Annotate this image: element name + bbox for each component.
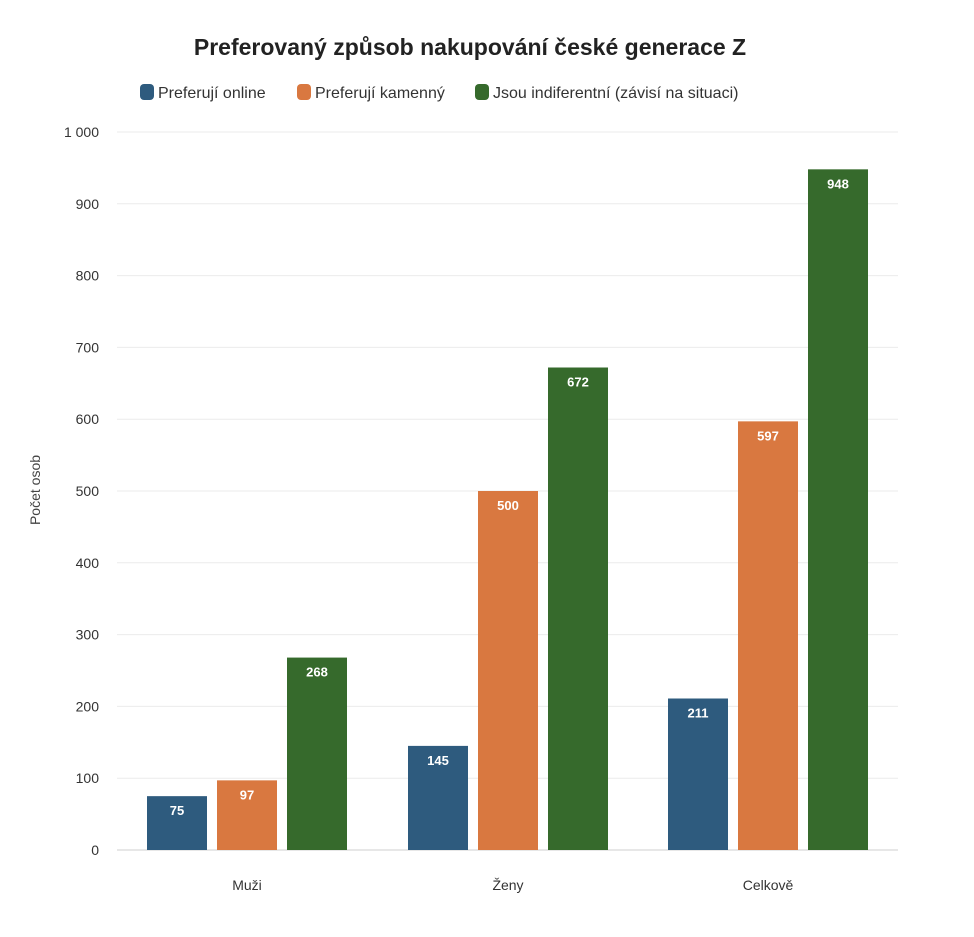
y-tick-label: 1 000	[64, 124, 99, 140]
bar-data-labels: 75 97 268 145 500 672 211 597 948	[170, 176, 849, 818]
bar	[287, 657, 347, 850]
bar	[808, 169, 868, 850]
bar-data-label: 597	[757, 428, 779, 443]
legend: Preferují online Preferují kamenný Jsou in…	[140, 84, 738, 102]
bar-data-label: 500	[497, 498, 519, 513]
bar-data-label: 97	[240, 787, 254, 802]
y-tick-label: 800	[76, 268, 100, 284]
y-tick-label: 600	[76, 411, 100, 427]
y-tick-label: 400	[76, 555, 100, 571]
legend-label: Jsou indiferentní (závisí na situaci)	[493, 85, 738, 102]
legend-swatch	[140, 84, 154, 100]
bar	[217, 780, 277, 850]
bar	[478, 491, 538, 850]
y-tick-label: 700	[76, 339, 100, 355]
y-axis-label: Počet osob	[27, 455, 43, 525]
bar-data-label: 145	[427, 753, 449, 768]
legend-label: Preferují kamenný	[315, 85, 445, 102]
legend-label: Preferují online	[158, 85, 266, 102]
legend-swatch	[475, 84, 489, 100]
y-tick-label: 500	[76, 483, 100, 499]
x-tick-label: Muži	[232, 877, 262, 893]
legend-item[interactable]: Preferují online	[140, 84, 266, 102]
y-tick-label: 0	[91, 842, 99, 858]
legend-item[interactable]: Preferují kamenný	[297, 84, 445, 102]
x-axis-ticks: Muži Ženy Celkově	[232, 877, 793, 893]
bar-data-label: 75	[170, 803, 184, 818]
legend-item[interactable]: Jsou indiferentní (závisí na situaci)	[475, 84, 738, 102]
bar	[408, 745, 468, 850]
bar-data-label: 672	[567, 375, 589, 390]
chart-title: Preferovaný způsob nakupování české gene…	[194, 34, 746, 60]
legend-swatch	[297, 84, 311, 100]
bar-data-label: 948	[827, 176, 849, 191]
bar	[548, 367, 608, 850]
x-tick-label: Ženy	[492, 877, 523, 893]
bar	[668, 698, 728, 850]
y-tick-label: 200	[76, 698, 100, 714]
y-tick-label: 300	[76, 627, 100, 643]
bar-data-label: 268	[306, 665, 328, 680]
bar-data-label: 211	[688, 706, 709, 721]
x-tick-label: Celkově	[743, 877, 794, 893]
bar	[738, 421, 798, 850]
bar	[147, 796, 207, 850]
bars	[147, 169, 868, 850]
y-tick-label: 900	[76, 196, 100, 212]
y-tick-label: 100	[76, 770, 100, 786]
y-axis-ticks: 0 100 200 300 400 500 600 700 800 900 1 000	[64, 124, 99, 858]
